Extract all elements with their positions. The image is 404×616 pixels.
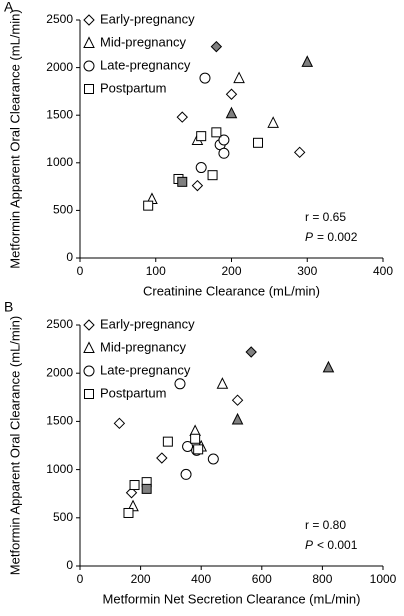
point xyxy=(207,453,219,465)
point xyxy=(125,487,138,499)
point xyxy=(191,179,204,192)
legend-marker xyxy=(83,60,95,72)
point xyxy=(193,444,204,455)
point xyxy=(301,55,314,67)
y-tick-label: 1000 xyxy=(46,462,73,476)
point xyxy=(225,106,238,119)
point xyxy=(123,507,134,518)
legend-marker xyxy=(84,84,94,94)
p-value: = 0.002 xyxy=(317,230,358,244)
point xyxy=(216,377,229,389)
y-tick-label: 1500 xyxy=(46,107,73,121)
point xyxy=(207,170,218,181)
y-tick-label: 0 xyxy=(66,250,73,264)
legend-label: Early-pregnancy xyxy=(100,11,195,26)
point xyxy=(177,176,188,187)
legend-label: Postpartum xyxy=(100,80,166,95)
point xyxy=(190,433,201,444)
x-tick-label: 200 xyxy=(131,572,151,586)
point xyxy=(225,88,238,100)
stat-p: P = 0.002 xyxy=(305,230,358,244)
point xyxy=(233,71,245,84)
y-tick-label: 2500 xyxy=(46,317,73,331)
legend-label: Early-pregnancy xyxy=(100,316,195,331)
point xyxy=(199,72,211,84)
x-tick-label: 100 xyxy=(146,264,166,278)
stat-r: r = 0.65 xyxy=(305,210,346,224)
x-tick-label: 0 xyxy=(77,572,84,586)
point xyxy=(143,200,154,211)
point xyxy=(180,468,192,480)
point xyxy=(322,360,335,373)
y-tick-label: 2500 xyxy=(46,12,73,26)
point xyxy=(174,378,186,390)
legend-marker xyxy=(83,365,95,377)
x-tick-label: 800 xyxy=(312,572,332,586)
panel-label: B xyxy=(4,299,13,315)
point xyxy=(231,412,244,425)
point xyxy=(245,346,257,358)
y-axis-label: Metformin Apparent Oral Clearance (mL/mi… xyxy=(7,9,22,268)
point xyxy=(129,480,140,491)
point xyxy=(162,436,173,447)
x-tick-label: 0 xyxy=(77,264,84,278)
legend-marker xyxy=(83,319,95,331)
stat-p: P < 0.001 xyxy=(305,538,358,552)
y-tick-label: 500 xyxy=(53,510,73,524)
p-symbol: P xyxy=(305,230,313,244)
point xyxy=(211,127,222,138)
y-axis-label: Metformin Apparent Oral Clearance (mL/mi… xyxy=(7,316,22,575)
legend-label: Mid-pregnancy xyxy=(100,34,186,49)
x-tick-label: 300 xyxy=(297,264,317,278)
x-tick-label: 1000 xyxy=(370,572,397,586)
point xyxy=(218,134,230,146)
point xyxy=(210,40,223,53)
x-tick-label: 400 xyxy=(191,572,211,586)
point xyxy=(141,483,152,494)
point xyxy=(196,131,207,142)
point xyxy=(156,452,168,464)
y-tick-label: 1000 xyxy=(46,155,73,169)
point xyxy=(113,417,126,430)
point xyxy=(182,440,194,452)
y-tick-label: 500 xyxy=(53,203,73,217)
point xyxy=(218,147,230,159)
y-tick-label: 2000 xyxy=(46,365,73,379)
point xyxy=(267,116,279,128)
y-tick-label: 1500 xyxy=(46,414,73,428)
panel-label: A xyxy=(4,0,14,15)
x-axis-label: Creatinine Clearance (mL/min) xyxy=(143,283,320,298)
point xyxy=(293,146,306,159)
legend-marker xyxy=(83,14,95,26)
y-tick-label: 2000 xyxy=(46,60,73,74)
legend-label: Late-pregnancy xyxy=(100,362,191,377)
point xyxy=(195,162,207,174)
legend-marker xyxy=(84,389,94,399)
point xyxy=(231,394,244,406)
legend-marker xyxy=(83,36,95,48)
point xyxy=(176,111,188,123)
legend-label: Mid-pregnancy xyxy=(100,339,186,354)
legend-marker xyxy=(83,341,95,353)
p-value: < 0.001 xyxy=(317,538,358,552)
legend-label: Late-pregnancy xyxy=(100,57,191,72)
x-tick-label: 600 xyxy=(252,572,272,586)
point xyxy=(253,137,264,148)
x-tick-label: 400 xyxy=(373,264,393,278)
p-symbol: P xyxy=(305,538,313,552)
y-tick-label: 0 xyxy=(66,558,73,572)
x-axis-label: Metformin Net Secretion Clearance (mL/mi… xyxy=(103,591,361,606)
stat-r: r = 0.80 xyxy=(305,518,346,532)
x-tick-label: 200 xyxy=(221,264,241,278)
legend-label: Postpartum xyxy=(100,385,166,400)
